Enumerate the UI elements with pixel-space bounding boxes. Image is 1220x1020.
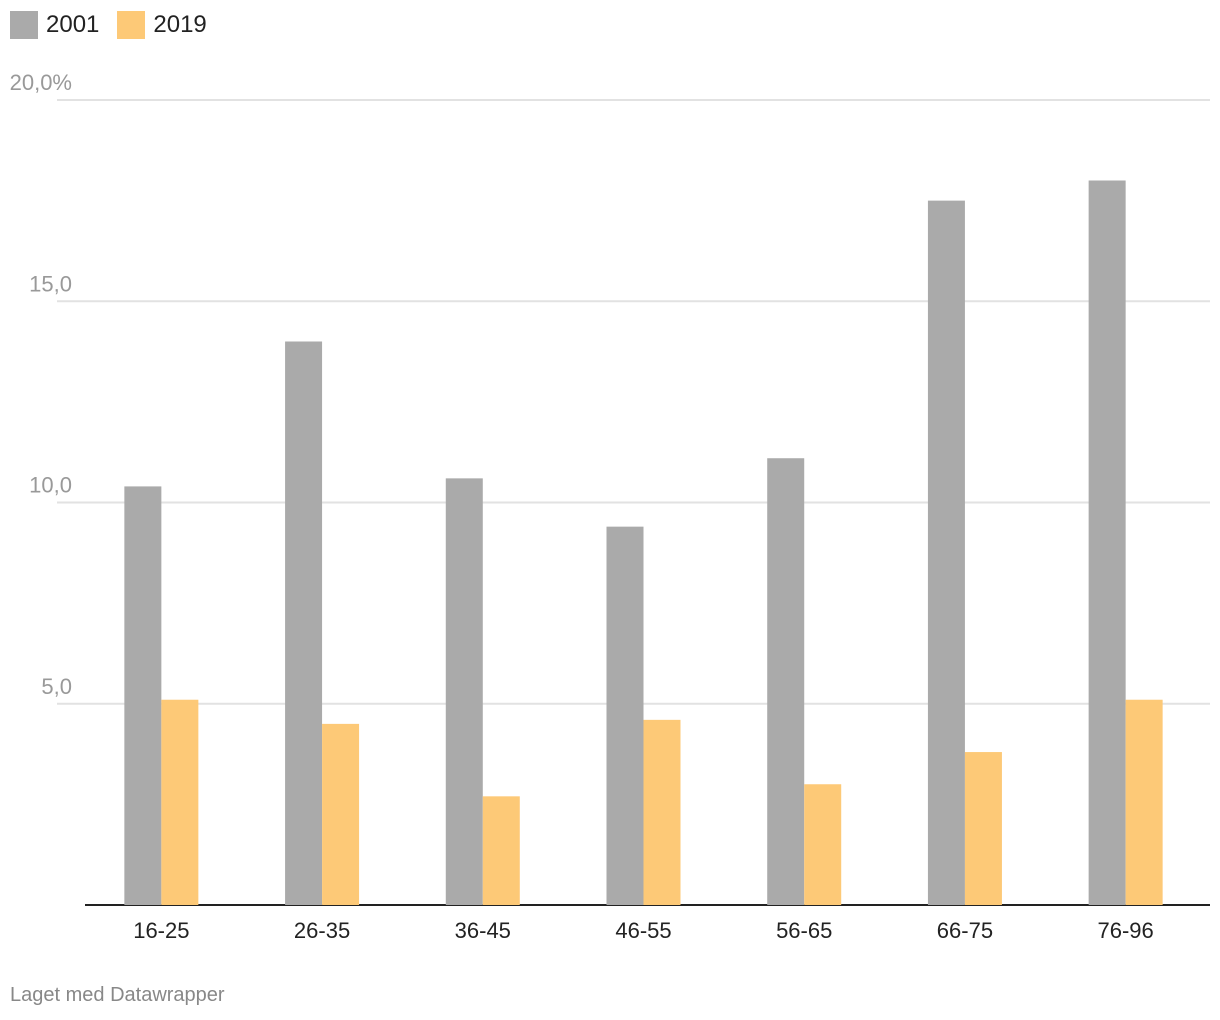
credit-text: Laget med Datawrapper bbox=[10, 984, 225, 1006]
x-category-label-3: 46-55 bbox=[615, 918, 671, 943]
bar-2001-66-75 bbox=[927, 200, 965, 905]
x-category-label-1: 26-35 bbox=[294, 918, 350, 943]
bar-2001-36-45 bbox=[445, 478, 483, 905]
y-tick-label-2: 15,0 bbox=[29, 271, 72, 296]
bar-2019-36-45 bbox=[482, 796, 520, 905]
bar-2001-46-55 bbox=[606, 526, 644, 905]
legend-item-2001: 2001 bbox=[10, 11, 99, 39]
x-category-label-6: 76-96 bbox=[1098, 918, 1154, 943]
labels-layer: 5,0 10,0 15,0 20,0% 16-25 26-35 36-45 46-55 56-6… bbox=[10, 70, 1154, 943]
bar-2019-66-75 bbox=[964, 752, 1002, 905]
bar-2019-76-96 bbox=[1125, 699, 1163, 905]
legend-label-2019: 2019 bbox=[153, 11, 207, 38]
bar-2001-56-65 bbox=[767, 458, 805, 905]
y-tick-label-1: 10,0 bbox=[29, 473, 72, 498]
legend-label-2001: 2001 bbox=[46, 11, 100, 38]
x-category-label-2: 36-45 bbox=[455, 918, 511, 943]
bar-2019-26-35 bbox=[322, 723, 360, 905]
bar-2001-76-96 bbox=[1088, 180, 1126, 905]
legend: 2001 2019 bbox=[10, 10, 225, 40]
y-tick-label-3: 20,0% bbox=[10, 70, 72, 95]
x-category-label-4: 56-65 bbox=[776, 918, 832, 943]
bars-layer bbox=[124, 180, 1163, 905]
bar-2001-16-25 bbox=[124, 486, 162, 905]
bar-2019-46-55 bbox=[643, 719, 681, 905]
bar-2019-16-25 bbox=[161, 699, 199, 905]
legend-swatch-2001 bbox=[10, 11, 38, 39]
x-category-label-0: 16-25 bbox=[133, 918, 189, 943]
x-category-label-5: 66-75 bbox=[937, 918, 993, 943]
bar-2001-26-35 bbox=[285, 341, 323, 905]
y-tick-label-0: 5,0 bbox=[41, 674, 72, 699]
bar-2019-56-65 bbox=[804, 784, 842, 905]
legend-swatch-2019 bbox=[117, 11, 146, 39]
legend-item-2019: 2019 bbox=[117, 11, 207, 39]
